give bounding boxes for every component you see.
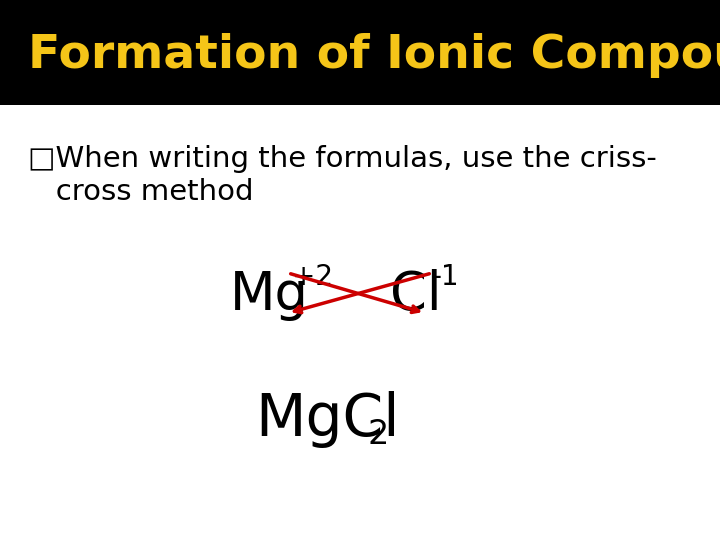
Text: □When writing the formulas, use the criss-: □When writing the formulas, use the cris…: [28, 145, 657, 173]
Text: +2: +2: [292, 263, 333, 291]
Bar: [0, 0, 720, 105]
Text: -1: -1: [432, 263, 459, 291]
Text: Cl: Cl: [390, 269, 441, 321]
Text: Mg: Mg: [230, 269, 309, 321]
Text: cross method: cross method: [28, 178, 253, 206]
Text: Formation of Ionic Compounds: Formation of Ionic Compounds: [28, 32, 720, 78]
Text: 2: 2: [367, 417, 388, 450]
Text: MgCl: MgCl: [255, 392, 400, 449]
